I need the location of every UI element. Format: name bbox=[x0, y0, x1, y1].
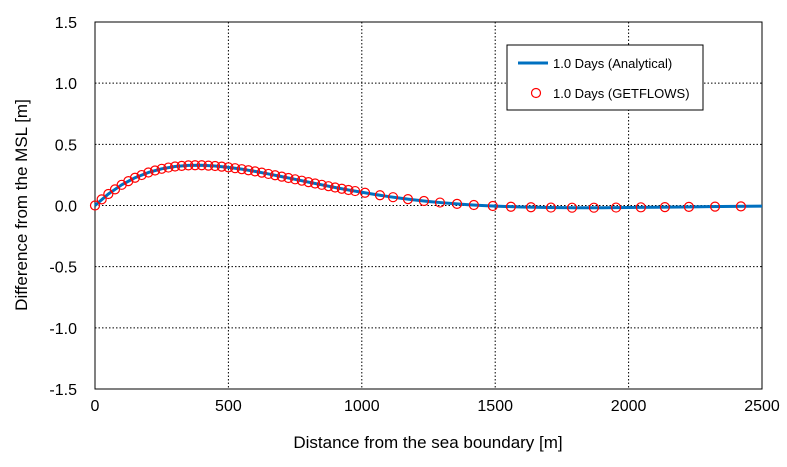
x-axis-label: Distance from the sea boundary [m] bbox=[293, 433, 562, 452]
data-point-getflows bbox=[189, 160, 201, 171]
data-point-getflows bbox=[209, 160, 221, 172]
y-tick-label: 0.5 bbox=[55, 137, 77, 154]
data-point-getflows bbox=[263, 168, 274, 180]
data-point-getflows bbox=[350, 185, 361, 197]
data-point-getflows bbox=[163, 162, 174, 173]
data-point-getflows bbox=[123, 176, 134, 187]
data-point-getflows bbox=[709, 201, 721, 212]
data-point-getflows bbox=[236, 164, 247, 175]
gridlines bbox=[95, 22, 762, 389]
data-point-getflows bbox=[402, 194, 414, 205]
data-point-getflows bbox=[89, 200, 101, 211]
data-point-getflows bbox=[296, 175, 307, 186]
data-point-getflows bbox=[196, 160, 207, 171]
data-point-getflows bbox=[434, 197, 446, 208]
data-point-getflows bbox=[683, 201, 694, 212]
data-point-getflows bbox=[451, 198, 463, 210]
data-point-getflows bbox=[183, 160, 194, 171]
data-point-getflows bbox=[505, 201, 517, 212]
data-point-getflows bbox=[243, 165, 254, 176]
data-point-getflows bbox=[176, 160, 187, 171]
data-point-getflows bbox=[735, 201, 747, 212]
legend-box bbox=[506, 44, 704, 111]
data-point-getflows bbox=[203, 160, 214, 171]
data-point-getflows bbox=[223, 162, 234, 173]
y-axis-label: Difference from the MSL [m] bbox=[12, 99, 31, 311]
data-point-getflows bbox=[156, 163, 167, 174]
data-point-getflows bbox=[323, 181, 334, 192]
data-point-getflows bbox=[359, 187, 371, 198]
y-tick-label: 1.5 bbox=[55, 15, 77, 32]
data-point-getflows bbox=[418, 195, 430, 207]
x-tick-label: 2000 bbox=[611, 398, 647, 415]
y-tick-label: -1.0 bbox=[49, 321, 77, 338]
data-point-getflows bbox=[249, 166, 261, 177]
tick-labels: 0 500 1000 1500 2000 2500 1.5 1.0 0.5 0.0 -0.5 -1.0… bbox=[49, 15, 779, 415]
data-point-getflows bbox=[290, 174, 301, 185]
data-point-getflows bbox=[343, 184, 354, 196]
data-point-getflows bbox=[659, 201, 670, 213]
y-tick-label: 1.0 bbox=[55, 76, 77, 93]
legend-label-getflows: 1.0 Days (GETFLOWS) bbox=[553, 86, 690, 101]
legend-label-analytical: 1.0 Days (Analytical) bbox=[553, 56, 672, 71]
data-point-getflows bbox=[276, 171, 287, 182]
y-tick-label: 0.0 bbox=[55, 199, 77, 216]
data-point-getflows bbox=[129, 172, 141, 183]
y-tick-label: -0.5 bbox=[49, 260, 77, 277]
data-point-getflows bbox=[610, 202, 622, 213]
data-point-getflows bbox=[169, 161, 181, 172]
data-point-getflows bbox=[635, 202, 646, 213]
data-point-getflows bbox=[330, 182, 341, 193]
data-point-getflows bbox=[96, 194, 107, 205]
y-tick-label: -1.5 bbox=[49, 382, 77, 399]
data-point-getflows bbox=[588, 202, 600, 213]
data-point-getflows bbox=[143, 167, 154, 178]
data-point-getflows bbox=[525, 202, 537, 213]
data-point-getflows bbox=[487, 200, 498, 212]
legend-marker-getflows bbox=[530, 87, 542, 99]
data-point-getflows bbox=[566, 202, 578, 213]
data-point-getflows bbox=[136, 169, 147, 181]
data-point-getflows bbox=[316, 179, 327, 190]
series-layer bbox=[89, 160, 763, 213]
data-point-getflows bbox=[269, 170, 281, 181]
data-point-getflows bbox=[374, 190, 386, 201]
data-point-getflows bbox=[545, 202, 557, 213]
data-point-getflows bbox=[103, 188, 114, 200]
x-tick-label: 500 bbox=[215, 398, 242, 415]
data-point-getflows bbox=[256, 167, 267, 178]
data-point-getflows bbox=[468, 199, 479, 211]
data-point-getflows bbox=[149, 165, 161, 176]
x-tick-label: 1000 bbox=[344, 398, 380, 415]
data-point-getflows bbox=[387, 192, 399, 203]
data-point-getflows bbox=[216, 161, 227, 172]
data-point-getflows bbox=[229, 163, 241, 174]
x-tick-label: 2500 bbox=[744, 398, 780, 415]
data-point-getflows bbox=[310, 178, 321, 189]
data-point-getflows bbox=[303, 177, 314, 188]
x-tick-label: 0 bbox=[91, 398, 100, 415]
x-tick-label: 1500 bbox=[477, 398, 513, 415]
data-point-getflows bbox=[283, 172, 294, 184]
legend: 1.0 Days (Analytical) 1.0 Days (GETFLOWS… bbox=[506, 44, 704, 111]
data-point-getflows bbox=[336, 183, 347, 194]
